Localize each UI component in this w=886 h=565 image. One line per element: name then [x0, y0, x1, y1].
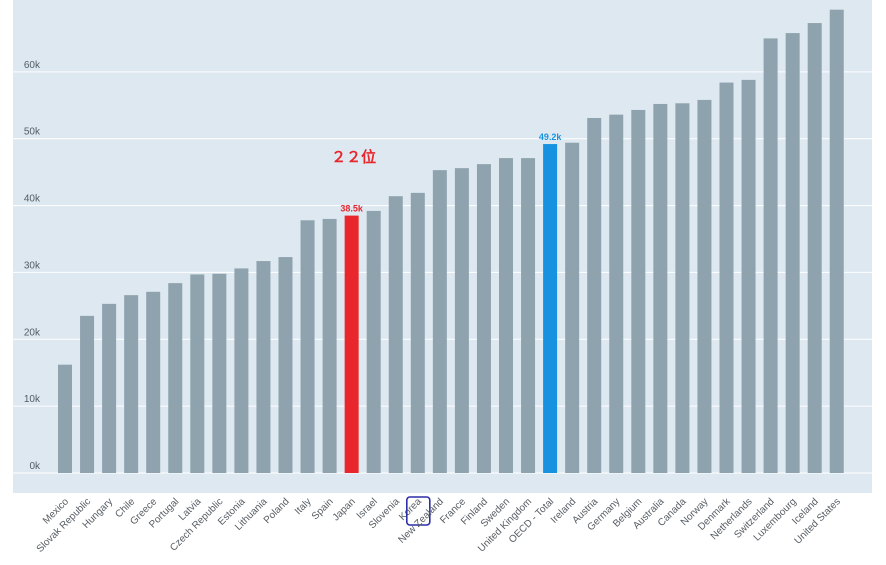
y-tick-label: 50k — [24, 127, 41, 138]
bar-lithuania — [256, 261, 271, 473]
category-label-poland: Poland — [262, 496, 292, 526]
y-tick-label: 0k — [29, 461, 41, 472]
bars — [58, 9, 844, 474]
bar-austria — [587, 117, 602, 473]
bar-united-kingdom — [521, 158, 536, 474]
y-tick-label: 30k — [24, 260, 41, 271]
y-axis-ticks: 0k 10k 20k 30k 40k 50k 60k — [24, 60, 41, 472]
bar-spain — [322, 218, 337, 473]
data-labels: 38.5k 49.2k — [340, 132, 562, 214]
y-tick-label: 10k — [24, 394, 41, 405]
bar-netherlands — [741, 79, 756, 473]
bar-italy — [300, 220, 315, 473]
bar-ireland — [565, 142, 580, 473]
bar-hungary — [102, 303, 117, 473]
bar-mexico — [58, 364, 72, 473]
bar-estonia — [234, 268, 249, 473]
bar-oecd-total — [543, 144, 558, 473]
rank-annotation: ２２位 — [331, 148, 376, 166]
bar-israel — [366, 210, 381, 474]
data-label-japan: 38.5k — [340, 204, 364, 214]
y-tick-label: 20k — [24, 327, 41, 338]
y-tick-label: 60k — [24, 60, 41, 71]
category-label-spain: Spain — [310, 496, 336, 522]
y-tick-label: 40k — [24, 194, 41, 205]
bar-denmark — [719, 82, 734, 473]
bar-germany — [609, 114, 624, 473]
bar-slovenia — [388, 196, 403, 473]
bar-poland — [278, 257, 293, 473]
bar-canada — [675, 103, 690, 473]
bar-korea — [410, 192, 425, 473]
annotations: ２２位 — [331, 148, 376, 166]
data-label-oecd-total: 49.2k — [539, 132, 563, 142]
bar-czech-republic — [212, 273, 227, 473]
bar-belgium — [631, 109, 646, 474]
bar-luxembourg — [785, 33, 800, 473]
bar-new-zealand — [432, 170, 447, 473]
bar-chile — [124, 295, 139, 473]
bar-norway — [697, 99, 712, 474]
bar-portugal — [168, 283, 183, 473]
bar-finland — [476, 164, 491, 473]
bar-japan — [344, 215, 359, 473]
highlight-box-korea — [405, 496, 431, 526]
bar-latvia — [190, 274, 205, 473]
bar-greece — [146, 291, 161, 473]
bar-switzerland — [763, 38, 778, 474]
category-label-japan: Japan — [331, 496, 358, 523]
bar-australia — [653, 103, 668, 473]
bar-sweden — [499, 158, 513, 474]
bar-slovak-republic — [80, 315, 95, 473]
bar-france — [454, 168, 469, 474]
bar-united-states — [829, 9, 844, 474]
bar-iceland — [807, 23, 822, 474]
